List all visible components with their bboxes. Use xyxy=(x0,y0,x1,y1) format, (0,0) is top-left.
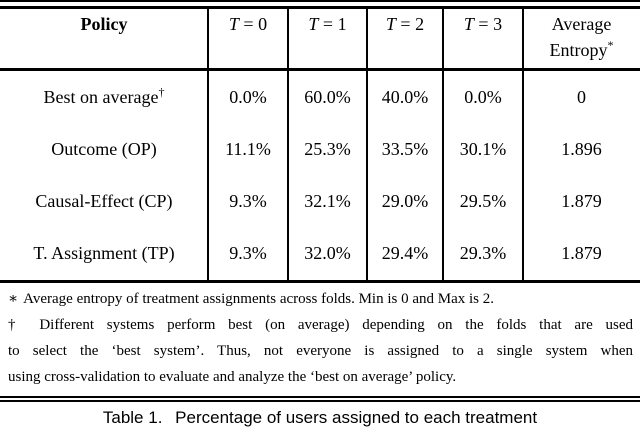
column-separator xyxy=(207,9,209,280)
row-policy-label: Outcome (OP) xyxy=(51,138,157,159)
table-top-rule-thin xyxy=(0,0,640,2)
table-cell: 9.3% xyxy=(229,191,267,212)
asterisk-marker: ∗ xyxy=(8,291,19,307)
table-cell: 25.3% xyxy=(304,138,351,159)
table-cell: 1.896 xyxy=(561,138,602,159)
table-body: Best on average† 0.0% 60.0% 40.0% 0.0% 0… xyxy=(0,71,640,280)
table-cell: 40.0% xyxy=(381,86,429,107)
caption-label: Table 1. xyxy=(102,408,163,427)
footnote-dagger-line1: † Different systems perform best (on ave… xyxy=(8,317,634,333)
footnote-end-rule-upper xyxy=(0,396,640,398)
table-cell: 32.0% xyxy=(304,243,351,264)
table-cell: 9.3% xyxy=(229,243,267,264)
table-caption: Table 1. Percentage of users assigned to… xyxy=(0,405,640,431)
table-cell: 1.879 xyxy=(561,243,602,264)
table-top-rule-thick xyxy=(0,6,640,9)
column-separator xyxy=(366,9,368,280)
table-cell: 0 xyxy=(577,86,586,107)
row-policy-label: Best on average† xyxy=(43,84,165,107)
header-average-entropy: Average Entropy* xyxy=(549,14,614,60)
footnote-dagger-line3: using cross-validation to evaluate and a… xyxy=(8,369,457,385)
row-policy-label: T. Assignment (TP) xyxy=(33,243,175,264)
footnote-asterisk: ∗ Average entropy of treatment assignmen… xyxy=(8,291,495,307)
table-header-row: Policy T = 0 T = 1 T = 2 T = 3 Average E… xyxy=(0,9,640,68)
header-t1: T = 1 xyxy=(308,14,347,34)
header-t2: T = 2 xyxy=(385,14,425,34)
header-policy: Policy xyxy=(80,14,128,34)
table-bottom-rule xyxy=(0,280,640,283)
header-t0: T = 0 xyxy=(228,14,268,34)
table-cell: 29.3% xyxy=(459,243,507,264)
dagger-marker: † xyxy=(158,84,165,99)
table-cell: 1.879 xyxy=(561,191,602,212)
table-cell: 32.1% xyxy=(304,191,351,212)
footnote-dagger-line2: to select the ‘best system’. Thus, not e… xyxy=(8,343,633,359)
table-footnotes: ∗ Average entropy of treatment assignmen… xyxy=(8,286,633,390)
table-cell: 30.1% xyxy=(459,138,507,159)
dagger-marker: † xyxy=(8,317,25,333)
column-separator xyxy=(442,9,444,280)
table-cell: 0.0% xyxy=(464,86,502,107)
footnote-end-rule-lower xyxy=(0,400,640,402)
caption-text: Percentage of users assigned to each tre… xyxy=(175,408,538,427)
column-separator xyxy=(522,9,524,280)
table-cell: 29.0% xyxy=(381,191,429,212)
table-header-rule xyxy=(0,68,640,71)
table-cell: 0.0% xyxy=(229,86,267,107)
asterisk-marker: * xyxy=(607,38,614,52)
table-cell: 29.5% xyxy=(459,191,507,212)
table-cell: 60.0% xyxy=(304,86,351,107)
table-cell: 33.5% xyxy=(381,138,429,159)
column-separator xyxy=(287,9,289,280)
header-t3: T = 3 xyxy=(463,14,503,34)
table-cell: 11.1% xyxy=(225,138,271,159)
row-policy-label: Causal-Effect (CP) xyxy=(35,191,173,212)
table-cell: 29.4% xyxy=(381,243,429,264)
